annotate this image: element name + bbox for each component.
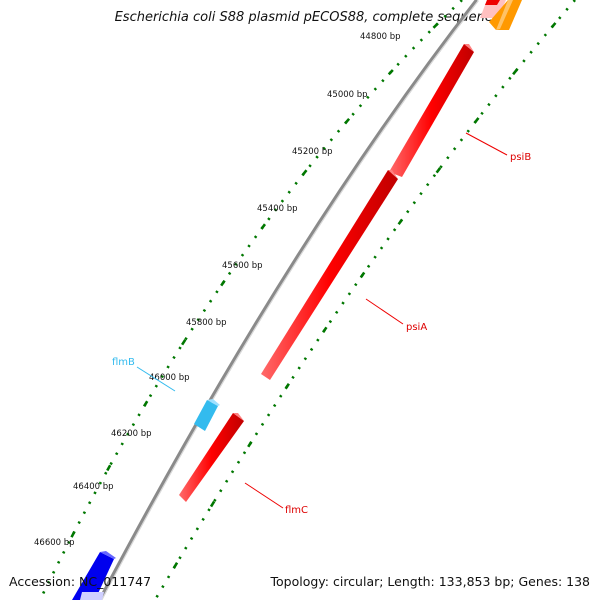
tick-dash — [322, 326, 328, 334]
tick-dash — [172, 562, 179, 569]
tick-dash — [247, 441, 253, 448]
tick-label: 46000 bp — [149, 373, 190, 383]
tick-dash — [397, 218, 404, 226]
gene-feature-top-red[interactable] — [485, 0, 500, 5]
flmC-leader-line — [244, 482, 284, 509]
tick-dash — [106, 464, 112, 472]
psiB-leader-line — [465, 132, 508, 156]
tick-label: 45800 bp — [186, 318, 227, 328]
tick-label: 46200 bp — [111, 429, 152, 439]
tick-label: 46400 bp — [73, 482, 114, 492]
tick-dash — [432, 22, 439, 29]
gene-label-psiB[interactable]: psiB — [510, 152, 531, 163]
tick-label: 44800 bp — [360, 32, 401, 42]
tick-dash — [143, 400, 149, 408]
tick-label: 45000 bp — [327, 90, 368, 100]
flmB-leader-line — [136, 366, 176, 392]
gene-feature-psiA[interactable] — [261, 170, 398, 380]
tick-dash — [209, 500, 216, 508]
tick-label: 45400 bp — [257, 204, 298, 214]
tick-dash — [220, 279, 226, 287]
tick-dash — [435, 167, 442, 174]
tick-dash — [473, 117, 480, 124]
tick-dash — [512, 68, 518, 76]
gene-feature-flmC[interactable] — [179, 413, 244, 502]
gene-feature-top-orange[interactable] — [489, 0, 522, 30]
tick-dash — [387, 69, 394, 76]
gene-feature-psiB[interactable] — [389, 44, 474, 177]
tick-dash — [260, 223, 267, 230]
gene-label-flmC[interactable]: flmC — [285, 505, 308, 516]
tick-dash — [284, 383, 290, 390]
accession-label: Accession: NC_011747 — [9, 574, 152, 589]
plasmid-backbone — [98, 0, 479, 600]
gene-label-psiA[interactable]: psiA — [406, 322, 427, 333]
outer-tick-ring — [38, 0, 463, 600]
tick-label: 46600 bp — [34, 538, 75, 548]
tick-label: 45600 bp — [222, 261, 263, 271]
gene-feature-flmB[interactable] — [194, 399, 220, 431]
tick-dash — [70, 531, 76, 538]
topology-summary: Topology: circular; Length: 133,853 bp; … — [270, 574, 591, 589]
tick-dash — [301, 169, 308, 176]
psiA-leader-line — [365, 298, 404, 325]
outer-major-ticks — [70, 22, 439, 538]
gene-feature-bottom-blue[interactable] — [72, 551, 116, 600]
tick-dash — [550, 22, 557, 29]
tick-dash — [181, 338, 187, 346]
tick-dash — [344, 117, 351, 125]
map-title: Escherichia coli S88 plasmid pECOS88, co… — [114, 10, 500, 25]
plasmid-backbone-highlight — [101, 0, 479, 600]
tick-dash — [359, 271, 366, 279]
tick-label: 45200 bp — [292, 147, 333, 157]
inner-major-ticks — [172, 22, 557, 569]
gene-label-flmB[interactable]: flmB — [112, 357, 135, 368]
